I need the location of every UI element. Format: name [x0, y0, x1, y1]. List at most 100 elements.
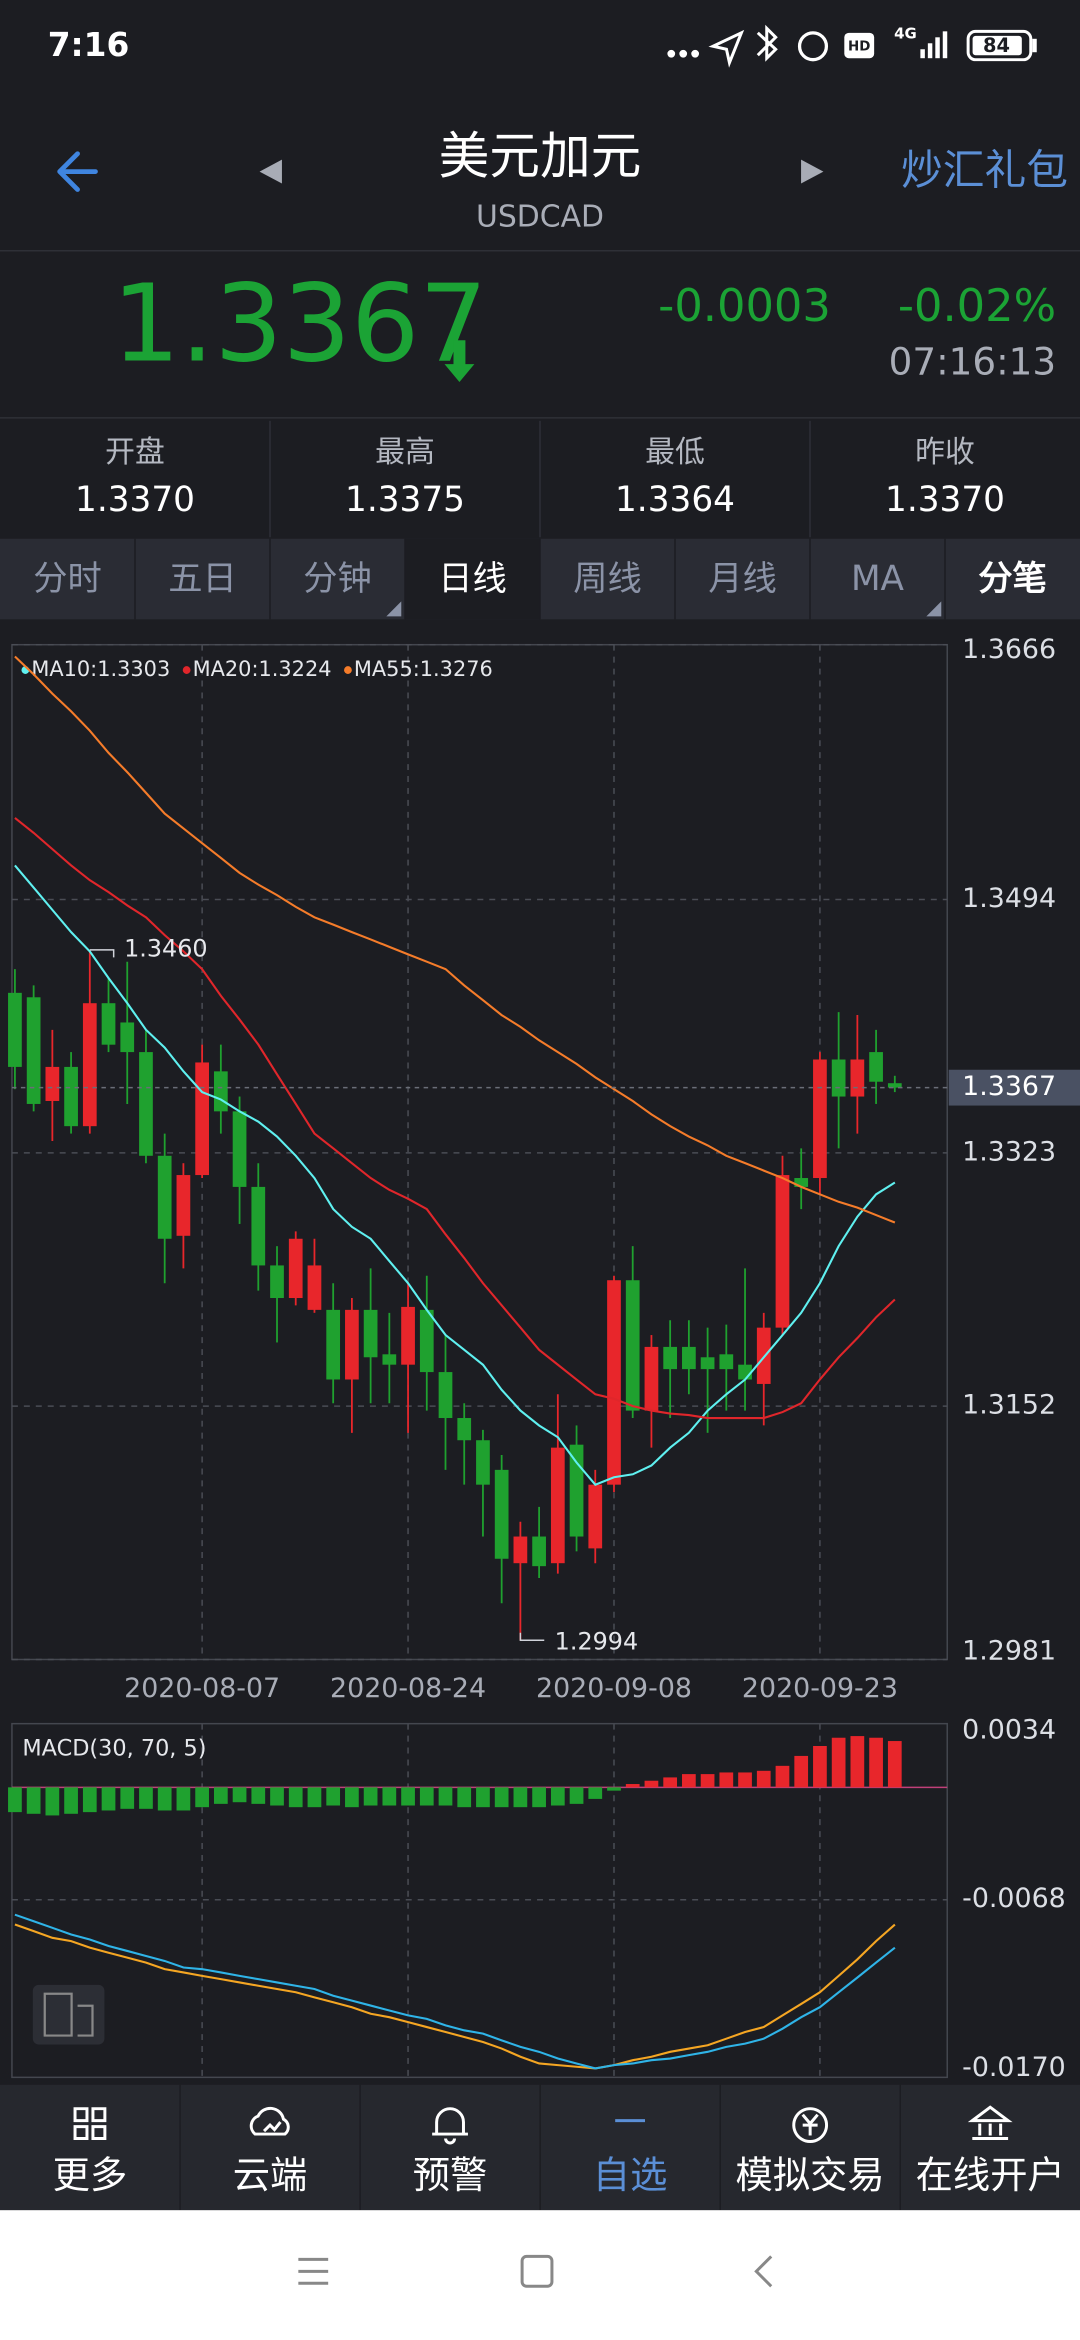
candle-body — [532, 1536, 546, 1567]
prev-button[interactable] — [259, 159, 282, 184]
tab[interactable]: 日线 — [438, 559, 507, 599]
ma-line — [14, 655, 896, 1224]
x-tick-label: 2020-09-23 — [742, 1673, 898, 1704]
macd-bar — [26, 1787, 41, 1814]
candle-body — [569, 1444, 584, 1537]
quote-change-percent: -0.02% — [898, 279, 1056, 332]
macd-bar — [700, 1774, 715, 1788]
nav-item[interactable]: 云端 — [233, 2153, 308, 2197]
svg-text:HD: HD — [848, 39, 870, 54]
quote-price: 1.3367 — [112, 262, 488, 387]
tab[interactable]: MA — [851, 559, 905, 599]
candle-body — [307, 1265, 322, 1310]
dropdown-corner — [386, 601, 402, 617]
candle-body — [775, 1175, 790, 1328]
stats: 开盘 1.3370 最高 1.3375 最低 1.3364 昨收 1.3370 — [75, 420, 1005, 538]
tab[interactable]: 月线 — [708, 559, 777, 599]
nav-icon — [967, 2105, 1013, 2141]
macd-bar — [476, 1787, 490, 1808]
legend-entry: MA55:1.3276 — [354, 657, 493, 681]
tab[interactable]: 分笔 — [978, 559, 1047, 599]
macd-bar — [213, 1787, 228, 1804]
macd-bar — [588, 1787, 603, 1799]
quote-change: -0.0003 — [658, 279, 831, 332]
last-price-tag — [948, 1069, 1080, 1106]
stat-label: 最低 — [645, 435, 705, 470]
next-button[interactable] — [801, 159, 824, 184]
candle-body — [588, 1484, 603, 1549]
tab[interactable]: 五日 — [168, 559, 237, 599]
candle-body — [176, 1175, 191, 1236]
y-tick-label: 1.3323 — [962, 1136, 1056, 1167]
menu-key[interactable] — [298, 2257, 329, 2285]
candle-body — [401, 1306, 415, 1365]
candle-body — [869, 1052, 883, 1082]
promo-link[interactable]: 炒汇礼包 — [901, 146, 1068, 195]
candle-body — [682, 1346, 696, 1370]
macd-bar — [719, 1772, 734, 1788]
nav-icon — [792, 2107, 829, 2143]
nav-item[interactable]: 预警 — [413, 2153, 488, 2197]
x-tick-label: 2020-08-07 — [124, 1673, 280, 1704]
y-tick-label: 1.3666 — [962, 634, 1056, 665]
header-subtitle: USDCAD — [476, 199, 604, 234]
last-price-label: 1.3367 — [962, 1071, 1056, 1102]
candle-body — [213, 1071, 228, 1112]
candle-body — [64, 1066, 78, 1127]
back-key[interactable] — [754, 2255, 773, 2288]
y-tick-label: -0.0068 — [962, 1883, 1066, 1914]
macd-bar — [438, 1787, 453, 1806]
candle-body — [887, 1083, 902, 1088]
macd-bar — [176, 1787, 191, 1811]
legend-entry: MA10:1.3303 — [31, 657, 170, 681]
macd-bar — [307, 1787, 322, 1808]
candle-body — [476, 1440, 490, 1485]
rotate-icon — [43, 1992, 94, 2037]
macd-bar — [457, 1787, 472, 1808]
candle-body — [738, 1364, 752, 1380]
macd-bar — [101, 1787, 116, 1811]
y-tick-label: -0.0170 — [962, 2052, 1066, 2083]
candle-body — [195, 1062, 209, 1176]
home-key[interactable] — [520, 2254, 554, 2288]
header-title: 美元加元 — [439, 127, 642, 186]
ma-line — [14, 864, 896, 1486]
y-tick-label: 1.3494 — [962, 883, 1056, 914]
rotate-button[interactable] — [32, 1984, 105, 2045]
max-pointer — [89, 949, 115, 958]
nav-item[interactable]: 在线开户 — [916, 2153, 1065, 2197]
nav-icon — [432, 2107, 468, 2145]
legend-marker — [344, 666, 352, 674]
tab[interactable]: 分时 — [33, 559, 102, 599]
macd-bar — [813, 1746, 827, 1788]
stat-value: 1.3375 — [345, 480, 465, 520]
tab-active-bg — [405, 538, 540, 620]
macd-bar — [288, 1787, 303, 1808]
macd-bar — [625, 1784, 640, 1788]
min-pointer — [519, 1632, 545, 1641]
x-tick-label: 2020-08-24 — [330, 1673, 486, 1704]
quote-time: 07:16:13 — [889, 340, 1056, 384]
candle-body — [850, 1059, 865, 1097]
candle-body — [419, 1309, 434, 1373]
nav-item[interactable]: 自选 — [593, 2153, 668, 2197]
candle-body — [719, 1354, 734, 1370]
macd-bar — [850, 1736, 865, 1788]
macd-bar — [157, 1787, 172, 1811]
candle-body — [550, 1447, 565, 1564]
candle-body — [288, 1238, 303, 1299]
max-label: 1.3460 — [124, 934, 207, 962]
candle-body — [26, 997, 41, 1104]
nav-item[interactable]: 模拟交易 — [736, 2153, 885, 2197]
tab[interactable]: 分钟 — [303, 559, 372, 599]
candle-body — [270, 1265, 284, 1299]
nav-item[interactable]: 更多 — [53, 2153, 128, 2197]
back-button[interactable] — [57, 151, 98, 192]
candle-body — [607, 1280, 621, 1485]
tab[interactable]: 周线 — [573, 559, 642, 599]
candle-body — [326, 1309, 341, 1380]
stat-value: 1.3370 — [75, 480, 195, 520]
macd-bar — [869, 1737, 883, 1788]
